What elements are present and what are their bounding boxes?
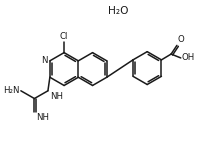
Text: N: N xyxy=(41,56,48,65)
Text: H₂O: H₂O xyxy=(108,6,129,16)
Text: OH: OH xyxy=(182,53,195,62)
Text: O: O xyxy=(178,35,185,44)
Text: Cl: Cl xyxy=(60,32,68,41)
Text: H₂N: H₂N xyxy=(3,86,20,95)
Text: NH: NH xyxy=(50,92,63,101)
Text: NH: NH xyxy=(36,113,49,122)
